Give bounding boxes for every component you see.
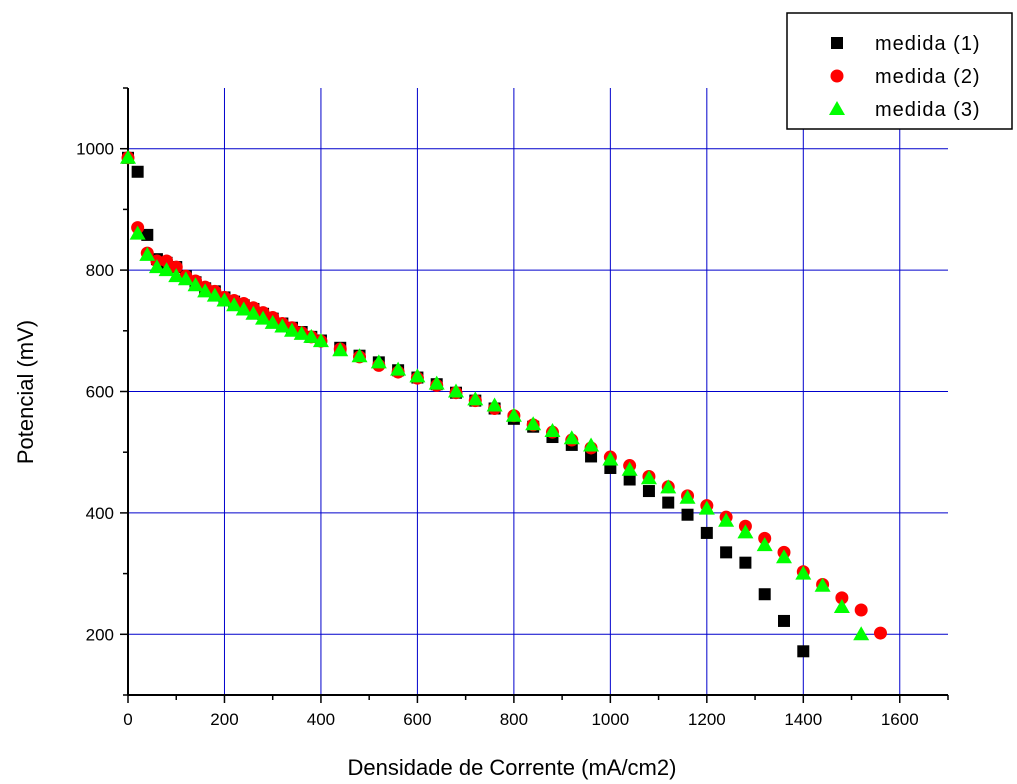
data-point: [351, 348, 368, 363]
data-point: [621, 461, 638, 476]
data-point: [235, 301, 252, 316]
data-point: [158, 262, 175, 277]
legend-box: [786, 12, 1013, 130]
series-2: [121, 151, 887, 640]
x-tick-label: 200: [210, 710, 238, 729]
data-point: [370, 354, 387, 369]
data-point: [681, 508, 694, 521]
data-point: [187, 277, 204, 292]
data-point: [698, 500, 715, 515]
y-tick-label: 400: [86, 504, 114, 523]
data-point: [148, 259, 165, 274]
data-point: [169, 260, 183, 274]
data-point: [525, 416, 542, 431]
y-tick-label: 1000: [76, 140, 114, 159]
series-3: [120, 149, 870, 641]
data-point: [303, 328, 320, 343]
data-point: [739, 556, 752, 569]
y-tick-label: 800: [86, 261, 114, 280]
data-point: [835, 591, 849, 605]
data-point: [129, 225, 146, 240]
series-1: [122, 151, 810, 658]
data-point: [467, 391, 484, 406]
data-point: [797, 645, 810, 658]
grid-lines: [128, 88, 948, 695]
data-point: [409, 368, 426, 383]
data-point: [284, 322, 300, 337]
ticks: 0 200 400 600 800 1000 1200 1400 1600 200 400 600 80…: [76, 87, 949, 729]
x-tick-label: 400: [307, 710, 335, 729]
data-point: [544, 422, 561, 437]
data-points: [120, 149, 887, 658]
x-tick-label: 1400: [784, 710, 822, 729]
data-point: [778, 614, 790, 627]
data-point: [660, 479, 677, 494]
data-point: [854, 603, 868, 617]
legend-marker: [829, 101, 845, 115]
legend-marker: [830, 69, 844, 83]
legend-label: medida (2): [875, 66, 981, 88]
data-point: [293, 325, 310, 340]
legend-marker: [831, 37, 843, 49]
data-point: [448, 383, 464, 398]
data-point: [583, 437, 600, 452]
data-point: [795, 565, 812, 580]
y-tick-label: 600: [86, 383, 114, 402]
data-point: [563, 430, 580, 445]
data-point: [602, 451, 619, 466]
legend: medida (1) medida (2) medida (3): [786, 12, 1013, 130]
data-point: [853, 626, 870, 641]
data-point: [139, 246, 156, 261]
legend-label: medida (3): [875, 99, 981, 121]
data-point: [168, 268, 185, 283]
data-point: [312, 333, 329, 348]
data-point: [718, 512, 735, 527]
data-point: [700, 526, 713, 539]
x-axis-title: Densidade de Corrente (mA/cm2): [348, 755, 677, 780]
data-point: [216, 292, 233, 307]
data-point: [505, 407, 522, 422]
data-point: [428, 375, 445, 390]
data-point: [756, 537, 773, 552]
data-point: [274, 318, 291, 333]
x-tick-label: 1600: [881, 710, 919, 729]
x-tick-label: 1200: [688, 710, 726, 729]
data-point: [640, 470, 657, 485]
data-point: [177, 271, 194, 286]
data-point: [486, 397, 503, 412]
data-point: [197, 283, 214, 298]
x-tick-label: 600: [403, 710, 431, 729]
data-point: [120, 149, 136, 164]
data-point: [390, 361, 407, 376]
data-point: [131, 165, 144, 178]
data-point: [737, 524, 754, 539]
data-point: [758, 588, 771, 601]
data-point: [720, 546, 733, 559]
x-tick-label: 1000: [591, 710, 629, 729]
data-point: [255, 310, 272, 325]
data-point: [226, 297, 243, 312]
legend-label: medida (1): [875, 33, 981, 55]
data-point: [206, 287, 223, 302]
data-point: [245, 305, 262, 320]
data-point: [332, 342, 349, 357]
data-point: [642, 485, 655, 498]
data-point: [679, 489, 696, 504]
data-point: [873, 626, 887, 640]
data-point: [623, 473, 636, 486]
y-tick-label: 200: [86, 625, 114, 644]
y-axis-title: Potencial (mV): [13, 320, 38, 464]
data-point: [776, 549, 792, 564]
x-tick-label: 800: [500, 710, 528, 729]
data-point: [814, 577, 831, 592]
data-point: [264, 314, 281, 329]
data-point: [833, 598, 850, 613]
data-point: [662, 496, 675, 509]
x-tick-label: 0: [123, 710, 132, 729]
data-point: [160, 254, 174, 268]
